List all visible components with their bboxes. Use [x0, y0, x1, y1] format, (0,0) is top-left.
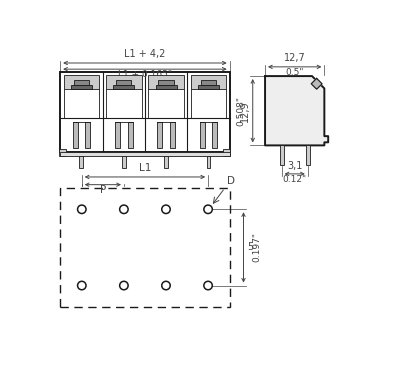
- Text: 3,1: 3,1: [287, 161, 302, 171]
- Bar: [280, 145, 284, 165]
- Bar: [71, 85, 92, 89]
- Text: P: P: [100, 186, 106, 196]
- Bar: [198, 85, 219, 89]
- Bar: [116, 80, 131, 85]
- Bar: [128, 122, 133, 148]
- Bar: [212, 122, 217, 148]
- Text: 12,7: 12,7: [284, 53, 306, 63]
- Bar: [72, 122, 78, 148]
- Bar: [191, 75, 226, 89]
- Bar: [164, 156, 168, 168]
- Bar: [60, 151, 230, 156]
- Bar: [60, 188, 230, 307]
- Bar: [200, 122, 205, 148]
- Bar: [206, 156, 210, 168]
- Text: L1: L1: [139, 163, 151, 173]
- Text: 0.12": 0.12": [283, 175, 307, 184]
- Bar: [306, 145, 310, 165]
- Bar: [201, 80, 216, 85]
- Text: 12,9: 12,9: [240, 100, 250, 122]
- Text: L1 + 0.165": L1 + 0.165": [118, 70, 172, 79]
- Text: L1 + 4,2: L1 + 4,2: [124, 49, 166, 59]
- Text: 0.197": 0.197": [252, 232, 261, 262]
- Text: 5: 5: [247, 242, 254, 252]
- Text: 0.508": 0.508": [237, 96, 246, 126]
- Bar: [80, 156, 83, 168]
- Bar: [64, 75, 99, 89]
- Bar: [85, 122, 90, 148]
- Bar: [224, 149, 230, 156]
- Bar: [157, 122, 162, 148]
- Text: 0.5": 0.5": [286, 68, 304, 77]
- Bar: [158, 80, 174, 85]
- Bar: [115, 122, 120, 148]
- Polygon shape: [311, 78, 322, 89]
- Bar: [106, 75, 142, 89]
- Bar: [170, 122, 175, 148]
- Bar: [60, 72, 230, 151]
- Bar: [113, 85, 134, 89]
- Bar: [148, 75, 184, 89]
- Bar: [60, 149, 66, 156]
- Bar: [74, 80, 89, 85]
- Polygon shape: [265, 76, 328, 145]
- Bar: [122, 156, 126, 168]
- Text: D: D: [226, 176, 234, 186]
- Bar: [156, 85, 177, 89]
